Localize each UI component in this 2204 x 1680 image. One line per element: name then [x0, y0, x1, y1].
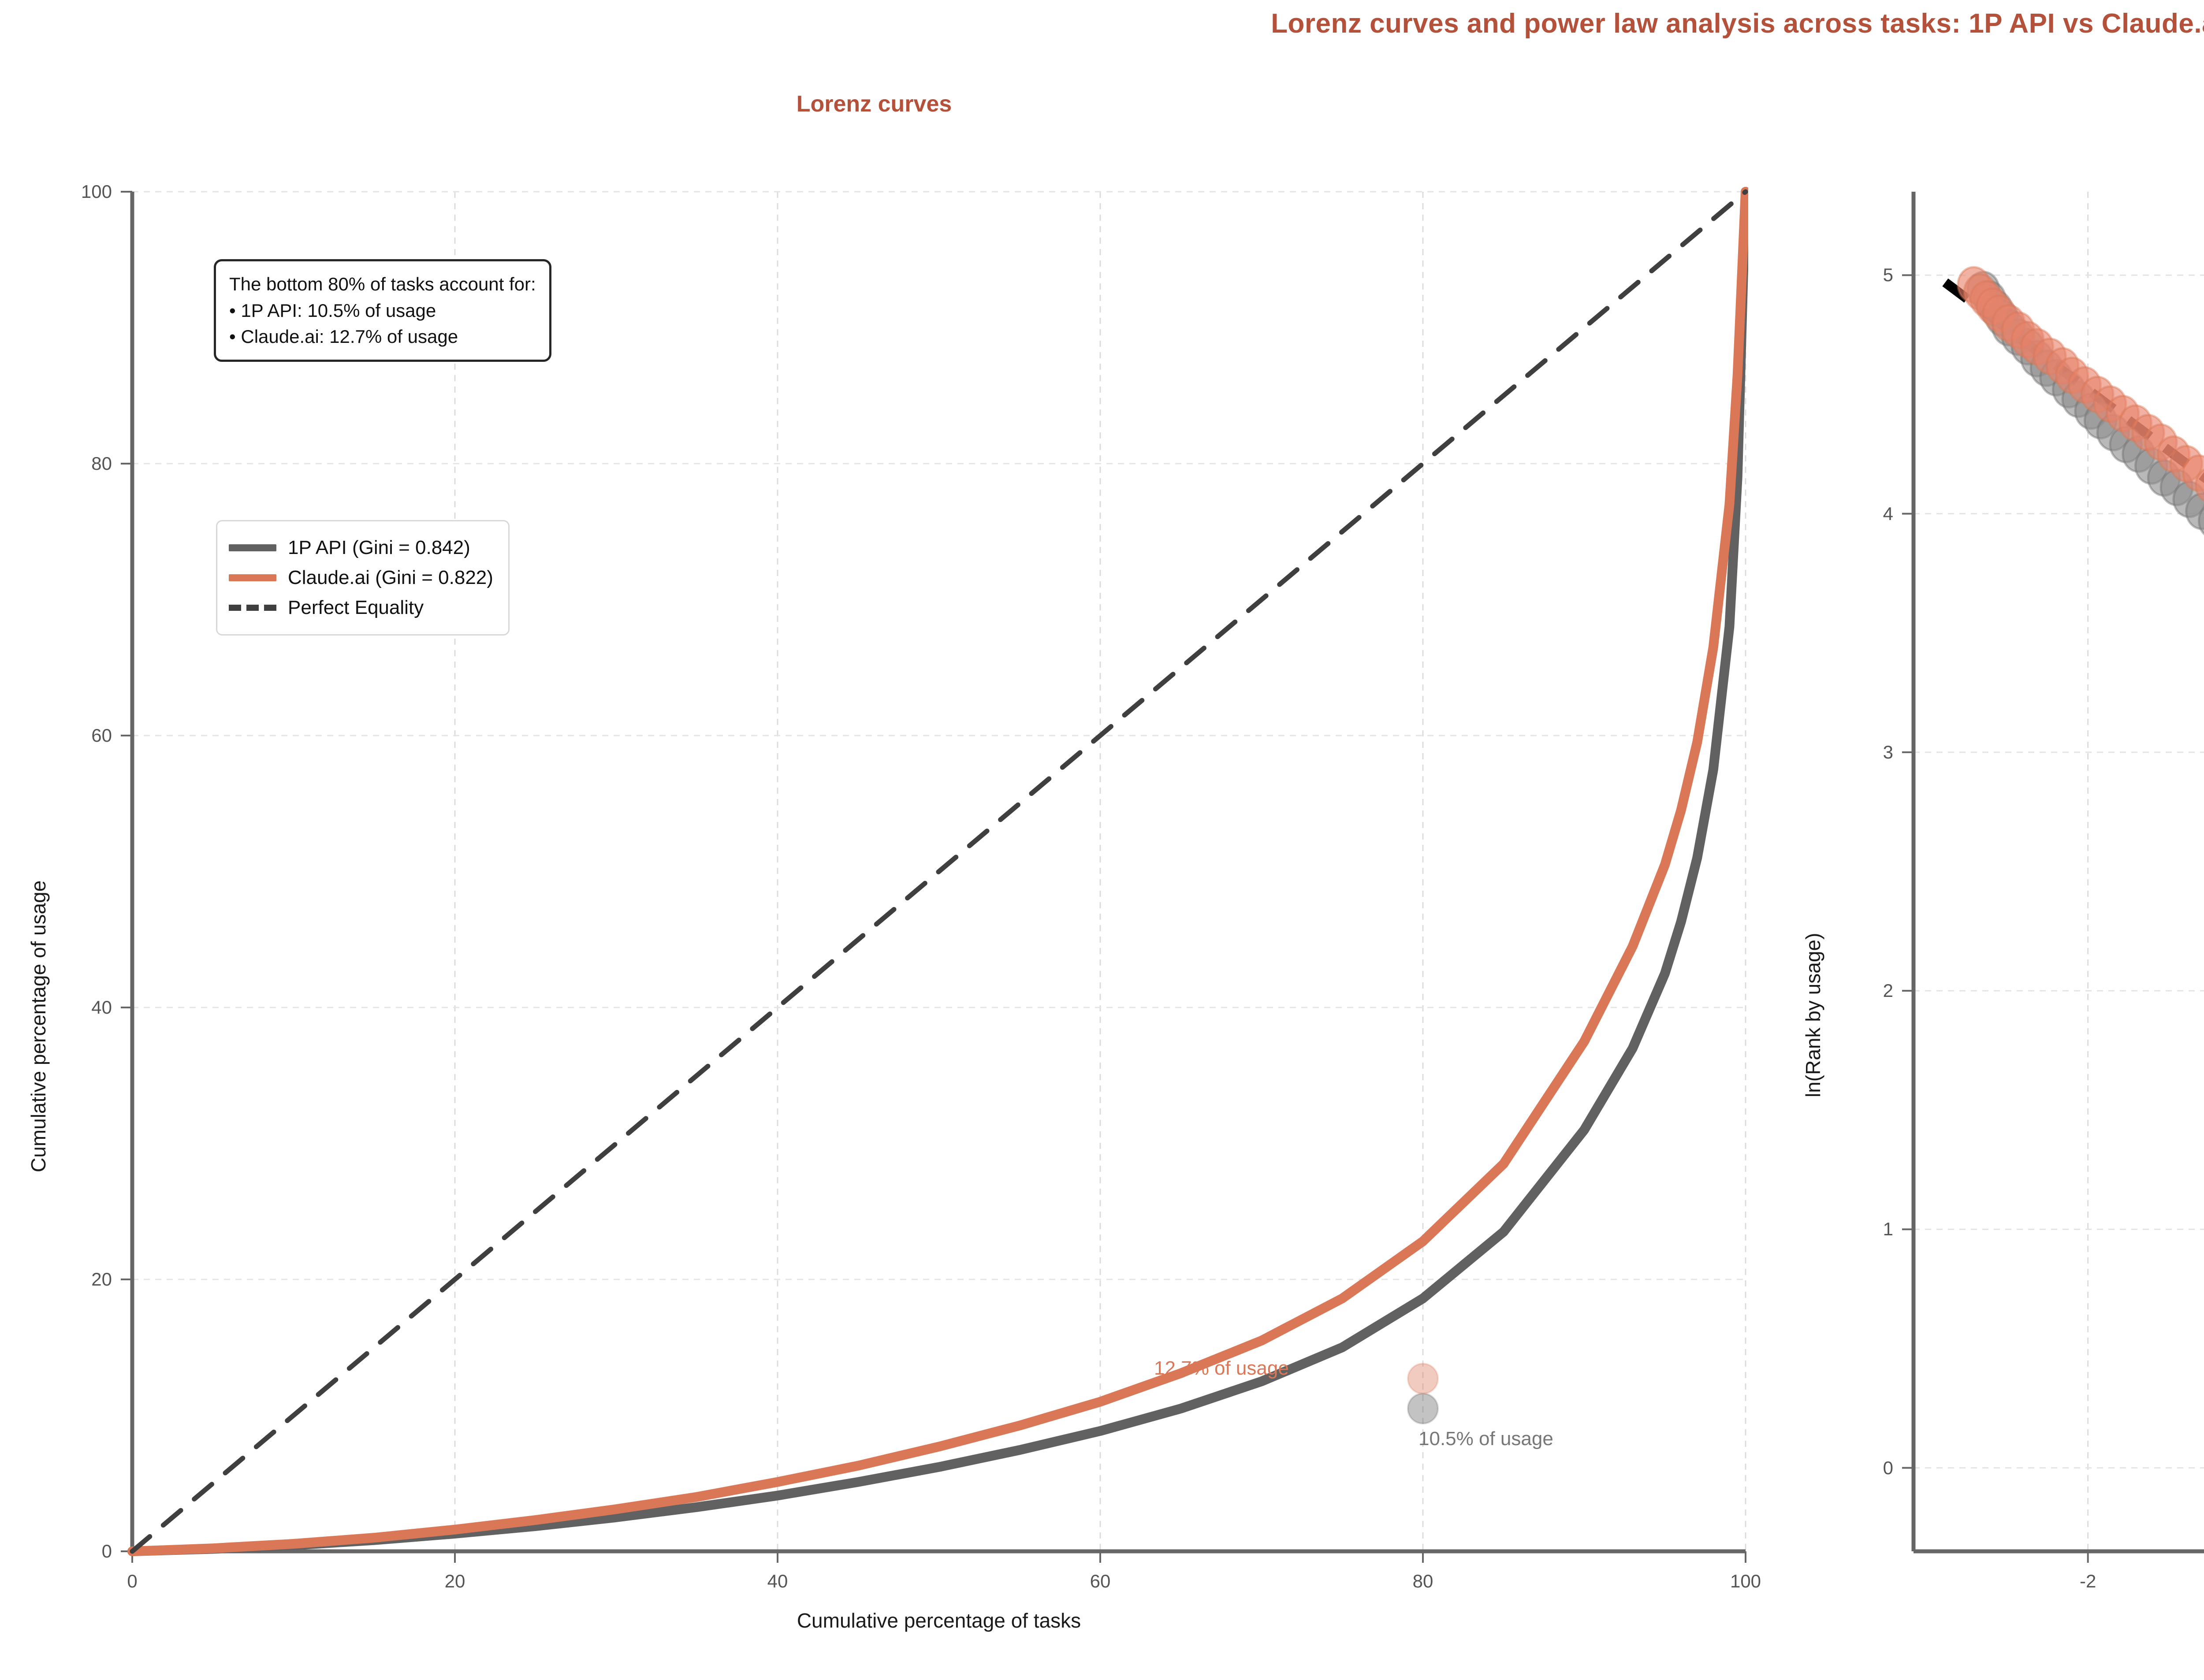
y-tick-label: 20 [91, 1269, 112, 1290]
legend-label-perfect-equality: Perfect Equality [288, 597, 424, 618]
rank-share-plot [1902, 192, 2204, 1563]
y-tick-label: 4 [1883, 503, 1893, 524]
left-panel: Lorenz curves Cumulative percentage of t… [27, 91, 1761, 1632]
y-tick-label: 60 [91, 725, 112, 746]
right-xaxis-label: ln(Share of usage) [1823, 1609, 2204, 1632]
y-tick-label: 100 [81, 181, 112, 202]
line-swatch-icon [229, 544, 276, 551]
legend-item-claude-ai[interactable]: Claude.ai (Gini = 0.822) [229, 563, 493, 593]
x-tick-label: -2 [2079, 1571, 2096, 1591]
left-legend: 1P API (Gini = 0.842) Claude.ai (Gini = … [216, 520, 510, 636]
right-yaxis-label: ln(Rank by usage) [1802, 933, 1824, 1097]
y-tick-label: 3 [1883, 741, 1893, 762]
legend-label-1p-api: 1P API (Gini = 0.842) [288, 537, 470, 558]
figure-suptitle: Lorenz curves and power law analysis acr… [1271, 8, 2204, 39]
left-yaxis-label: Cumulative percentage of usage [27, 880, 50, 1172]
y-tick-label: 0 [101, 1541, 112, 1561]
inline-note-claude: 12.7% of usage [1154, 1357, 1289, 1379]
x-tick-label: 20 [444, 1571, 465, 1591]
right-panel: Task rank versus usage share ln(Share of… [1748, 0, 2204, 1680]
left-xaxis-label: Cumulative percentage of tasks [797, 1609, 1081, 1632]
annotation-header: The bottom 80% of tasks account for: [229, 274, 536, 294]
lorenz-plot [121, 187, 1748, 1563]
x-tick-label: 80 [1412, 1571, 1433, 1591]
inline-note-api: 10.5% of usage [1418, 1428, 1553, 1450]
y-tick-label: 0 [1883, 1457, 1893, 1478]
y-tick-label: 2 [1883, 980, 1893, 1001]
x-tick-label: 100 [1730, 1571, 1761, 1591]
annotation-bullet-api: • 1P API: 10.5% of usage [229, 300, 436, 321]
x-tick-label: 0 [127, 1571, 138, 1591]
left-annotation-box: The bottom 80% of tasks account for: • 1… [214, 259, 551, 362]
line-swatch-icon [229, 574, 276, 581]
x-tick-label: 60 [1090, 1571, 1111, 1591]
legend-item-perfect-equality[interactable]: Perfect Equality [229, 593, 493, 623]
x-tick-label: 40 [767, 1571, 788, 1591]
left-panel-title: Lorenz curves [796, 91, 952, 117]
y-tick-label: 40 [91, 997, 112, 1018]
dashed-line-swatch-icon [229, 605, 276, 611]
y-tick-label: 1 [1883, 1219, 1893, 1240]
y-tick-label: 5 [1883, 264, 1893, 286]
y-tick-label: 80 [91, 453, 112, 474]
legend-label-claude-ai: Claude.ai (Gini = 0.822) [288, 567, 493, 588]
legend-item-1p-api[interactable]: 1P API (Gini = 0.842) [229, 533, 493, 563]
annotation-bullet-claude: • Claude.ai: 12.7% of usage [229, 326, 458, 347]
